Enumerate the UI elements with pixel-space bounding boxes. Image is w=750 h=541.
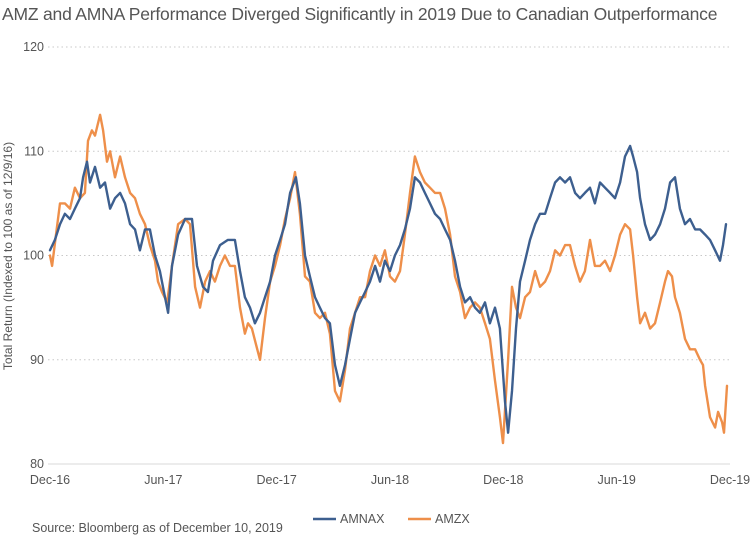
x-tick-label: Dec-18 xyxy=(483,473,523,487)
x-tick-label: Jun-18 xyxy=(371,473,409,487)
series-line-amzx xyxy=(48,113,729,445)
x-tick-label: Dec-16 xyxy=(30,473,70,487)
series-lines xyxy=(48,113,729,445)
legend-label: AMZX xyxy=(435,512,470,526)
y-tick-label: 90 xyxy=(30,353,44,367)
y-axis-ticks: 80 90 100 110 120 xyxy=(23,40,44,471)
x-axis-ticks: Dec-16 Jun-17 Dec-17 Jun-18 Dec-18 Jun-19 Dec-… xyxy=(30,473,750,487)
legend-item-amnax: AMNAX xyxy=(313,512,385,526)
chart-title: AMZ and AMNA Performance Diverged Signif… xyxy=(2,4,718,24)
y-tick-label: 120 xyxy=(23,40,44,54)
gridlines xyxy=(48,46,730,465)
y-tick-label: 80 xyxy=(30,457,44,471)
source-note: Source: Bloomberg as of December 10, 201… xyxy=(32,521,283,535)
x-tick-label: Jun-17 xyxy=(144,473,182,487)
x-tick-label: Jun-19 xyxy=(598,473,636,487)
y-tick-label: 100 xyxy=(23,249,44,263)
legend-item-amzx: AMZX xyxy=(408,512,470,526)
legend: AMNAX AMZX xyxy=(313,512,470,526)
y-axis-label: Total Return (Indexed to 100 as of 12/9/… xyxy=(1,142,15,370)
legend-label: AMNAX xyxy=(340,512,385,526)
x-tick-label: Dec-17 xyxy=(257,473,297,487)
x-tick-label: Dec-19 xyxy=(710,473,750,487)
y-tick-label: 110 xyxy=(24,144,44,158)
series-line-amnax xyxy=(48,144,728,434)
